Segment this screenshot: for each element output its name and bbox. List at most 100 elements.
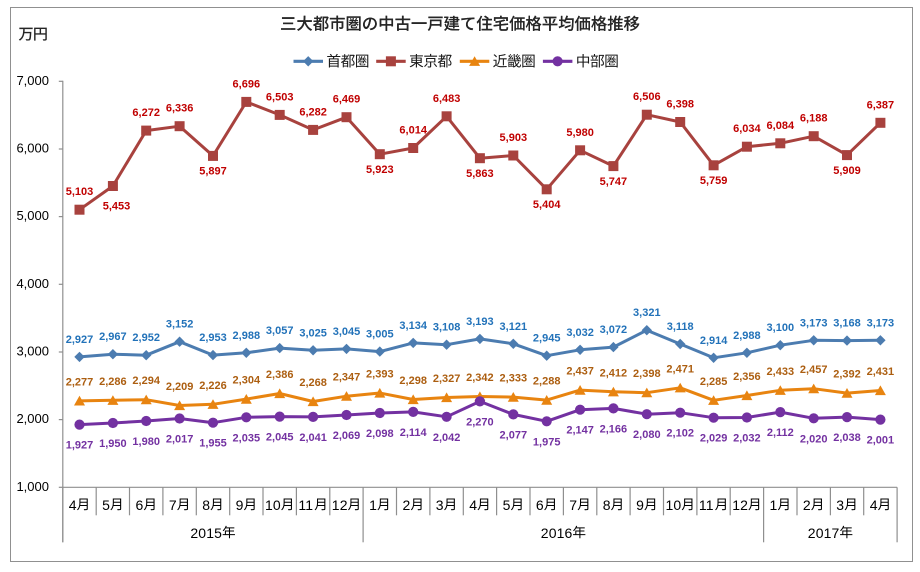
svg-text:2,294: 2,294 [132,375,160,387]
svg-text:11: 11 [699,497,714,513]
svg-text:2,114: 2,114 [400,427,428,439]
svg-text:3: 3 [436,497,444,513]
svg-text:3,152: 3,152 [166,319,194,331]
svg-text:3,072: 3,072 [600,324,628,336]
svg-text:2,914: 2,914 [700,335,728,347]
svg-text:9: 9 [636,497,644,513]
svg-text:3: 3 [836,497,844,513]
svg-text:12: 12 [332,497,348,513]
svg-text:2,042: 2,042 [433,432,461,444]
svg-text:2,356: 2,356 [733,371,761,383]
svg-text:7: 7 [169,497,177,513]
svg-text:6,387: 6,387 [867,99,895,111]
svg-text:2: 2 [403,497,411,513]
svg-text:2,298: 2,298 [399,375,427,387]
svg-text:6,336: 6,336 [166,103,194,115]
svg-text:4: 4 [69,497,77,513]
svg-text:6,398: 6,398 [666,99,694,111]
svg-text:1: 1 [369,497,377,513]
svg-text:2,927: 2,927 [66,334,94,346]
svg-text:3,173: 3,173 [800,317,828,329]
svg-text:2,393: 2,393 [366,369,394,381]
svg-text:2,017: 2,017 [166,434,194,446]
svg-text:1,000: 1,000 [16,479,49,494]
svg-text:5,747: 5,747 [600,176,628,188]
svg-text:3,045: 3,045 [333,326,361,338]
svg-text:2,038: 2,038 [833,432,861,444]
svg-text:5,923: 5,923 [366,164,394,176]
svg-text:3,005: 3,005 [366,329,394,341]
svg-text:2,945: 2,945 [533,333,561,345]
svg-text:2,020: 2,020 [800,433,828,445]
svg-text:2,077: 2,077 [500,429,528,441]
svg-text:2,457: 2,457 [800,364,828,376]
svg-text:2,988: 2,988 [233,330,261,342]
svg-text:2,041: 2,041 [299,432,327,444]
svg-text:12: 12 [732,497,748,513]
svg-text:1,955: 1,955 [199,438,227,450]
svg-text:1,950: 1,950 [99,438,127,450]
svg-text:5,453: 5,453 [103,200,131,212]
svg-text:6,000: 6,000 [16,141,49,156]
svg-text:10: 10 [265,497,281,513]
svg-text:1: 1 [770,497,778,513]
svg-text:2,967: 2,967 [99,331,127,343]
svg-text:6,506: 6,506 [633,91,661,103]
svg-text:6,084: 6,084 [767,120,795,132]
svg-text:2,386: 2,386 [266,369,294,381]
svg-text:2,398: 2,398 [633,368,661,380]
svg-text:3,057: 3,057 [266,325,294,337]
svg-text:2,333: 2,333 [500,373,528,385]
svg-text:5,909: 5,909 [833,165,861,177]
svg-text:2,270: 2,270 [466,416,494,428]
svg-text:6,034: 6,034 [733,123,761,135]
svg-text:2015: 2015 [190,525,222,541]
svg-text:6,503: 6,503 [266,91,294,103]
svg-text:2,327: 2,327 [433,373,461,385]
svg-text:2017: 2017 [808,525,840,541]
svg-text:2,412: 2,412 [600,367,628,379]
svg-text:9: 9 [236,497,244,513]
svg-text:2,032: 2,032 [733,433,761,445]
svg-text:2,952: 2,952 [132,332,160,344]
svg-text:5,759: 5,759 [700,175,728,187]
svg-text:3,121: 3,121 [500,321,528,333]
svg-text:8: 8 [603,497,611,513]
svg-text:2,437: 2,437 [566,366,594,378]
svg-text:2,285: 2,285 [700,376,728,388]
svg-text:2,098: 2,098 [366,428,394,440]
svg-text:2,069: 2,069 [333,430,361,442]
svg-text:2,431: 2,431 [867,366,895,378]
svg-text:2,001: 2,001 [867,435,895,447]
svg-text:6,483: 6,483 [433,93,461,105]
svg-text:3,321: 3,321 [633,307,661,319]
svg-text:2016: 2016 [541,525,573,541]
svg-text:6,272: 6,272 [132,107,160,119]
svg-text:1,980: 1,980 [132,436,160,448]
svg-text:2,953: 2,953 [199,332,227,344]
svg-text:5,404: 5,404 [533,199,561,211]
svg-text:7,000: 7,000 [16,73,49,88]
svg-text:3,000: 3,000 [16,344,49,359]
svg-text:5,103: 5,103 [66,186,94,198]
svg-text:6: 6 [136,497,144,513]
svg-text:8: 8 [202,497,210,513]
svg-text:3,173: 3,173 [867,317,895,329]
svg-text:6,469: 6,469 [333,94,361,106]
svg-text:7: 7 [569,497,577,513]
svg-text:2,209: 2,209 [166,381,194,393]
svg-text:3,168: 3,168 [833,318,861,330]
svg-text:2,000: 2,000 [16,411,49,426]
svg-text:2,471: 2,471 [666,363,694,375]
svg-text:5,863: 5,863 [466,168,494,180]
svg-text:3,134: 3,134 [399,320,427,332]
svg-text:3,032: 3,032 [566,327,594,339]
svg-text:6,282: 6,282 [299,106,327,118]
svg-text:2,347: 2,347 [333,372,361,384]
svg-text:2,342: 2,342 [466,372,494,384]
svg-text:3,118: 3,118 [667,321,694,333]
svg-text:2,147: 2,147 [566,425,594,437]
svg-text:6,014: 6,014 [399,125,427,137]
svg-text:5,980: 5,980 [566,127,594,139]
svg-text:2,045: 2,045 [266,432,294,444]
